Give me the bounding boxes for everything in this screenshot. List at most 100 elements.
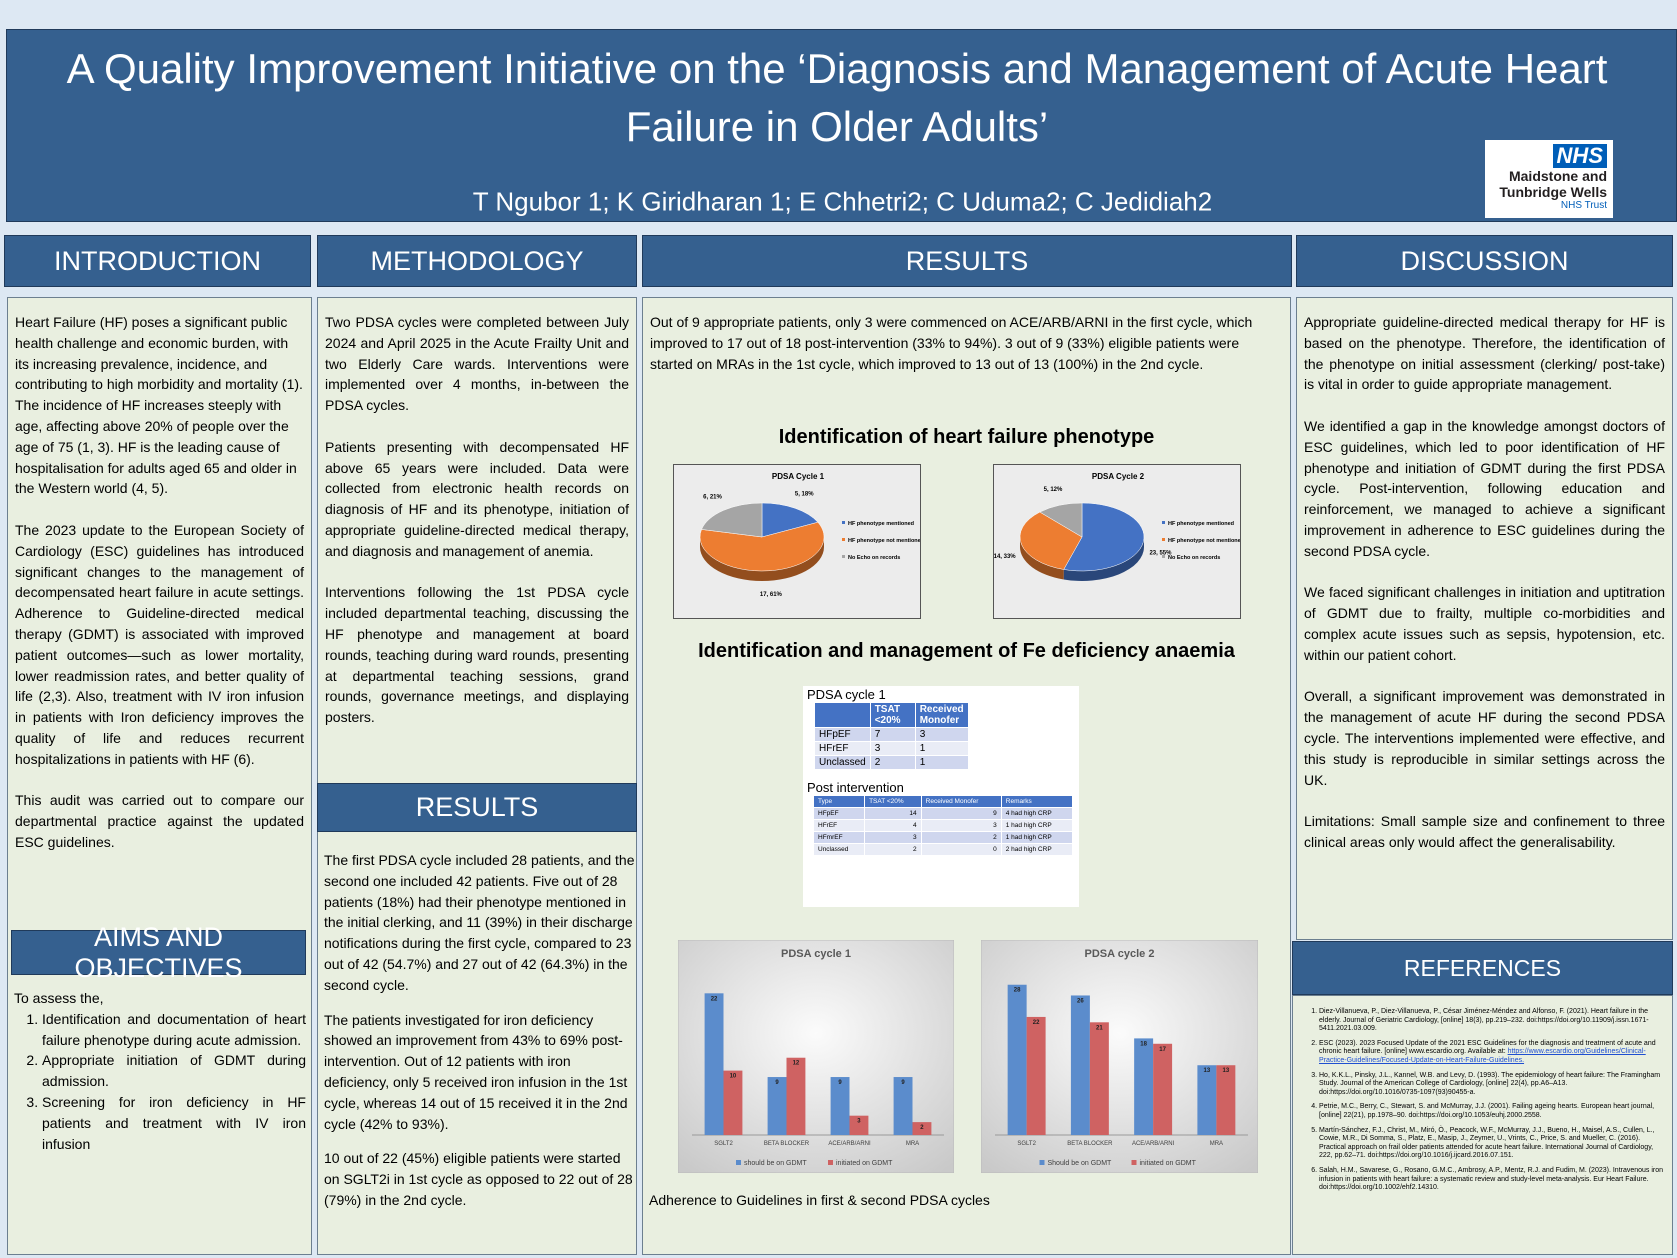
- header-cell: [814, 702, 871, 728]
- logo-line: Maidstone and: [1508, 168, 1607, 184]
- aims-list: Identification and documentation of hear…: [14, 1009, 306, 1155]
- data-label: 23, 55%: [1149, 550, 1172, 556]
- pie-side: [1063, 537, 1144, 581]
- pie-side: [1020, 537, 1064, 580]
- table-cell: 3: [914, 727, 969, 742]
- pie-slice: [701, 502, 763, 538]
- legend-label: HF phenotype not mentioned: [848, 538, 921, 544]
- bar: [1007, 984, 1027, 1135]
- data-label: 17, 61%: [760, 592, 783, 598]
- chart-title: Identification of heart failure phenotyp…: [778, 426, 1155, 448]
- data-label: 18: [1140, 1041, 1147, 1047]
- data-label: 12: [793, 1061, 800, 1067]
- data-label: 13: [1223, 1068, 1230, 1074]
- legend-swatch: [1162, 555, 1165, 558]
- legend-swatch: [1131, 1160, 1137, 1165]
- legend-swatch: [1162, 521, 1165, 524]
- table-cell: 2: [869, 755, 916, 770]
- bar: [893, 1077, 913, 1135]
- section-heading: DISCUSSION: [1296, 235, 1673, 287]
- table-cell: 9: [920, 807, 1002, 820]
- legend-swatch: [842, 521, 845, 524]
- data-label: 6, 21%: [703, 494, 722, 500]
- table-row: HFpEF 7 3: [814, 727, 969, 742]
- discussion-body: Appropriate guideline-directed medical t…: [1296, 297, 1673, 940]
- list-item: Screening for iron deficiency in HF pati…: [42, 1092, 306, 1154]
- table-cell: 1 had high CRP: [1000, 819, 1074, 832]
- table-cell: 0: [920, 843, 1002, 856]
- table-row: HFrEF 4 3 1 had high CRP: [812, 819, 1074, 832]
- paragraph: We faced significant challenges in initi…: [1304, 584, 1665, 663]
- references-list: Diez-Villanueva, P., Diez-Villanueva, P.…: [1299, 1008, 1666, 1193]
- bar: [1197, 1065, 1217, 1135]
- data-label: 14, 33%: [994, 554, 1017, 560]
- results-left-body: The first PDSA cycle included 28 patient…: [324, 836, 636, 1225]
- references-body: Diez-Villanueva, P., Diez-Villanueva, P.…: [1292, 995, 1673, 1255]
- data-label: 21: [1096, 1025, 1103, 1031]
- table-cell: 4 had high CRP: [1000, 807, 1074, 820]
- legend-swatch: [736, 1160, 741, 1165]
- data-label: 26: [1077, 998, 1084, 1004]
- section-heading: INTRODUCTION: [4, 235, 311, 287]
- legend-label: No Echo on records: [848, 555, 900, 561]
- table-row: Unclassed 2 0 2 had high CRP: [812, 843, 1074, 856]
- data-label: 10: [730, 1074, 737, 1080]
- pie-slice: [699, 521, 825, 572]
- bar: [1134, 1038, 1154, 1135]
- paragraph: The first PDSA cycle included 28 patient…: [324, 852, 635, 993]
- data-label: 5, 18%: [795, 491, 814, 497]
- pie-slice: [1019, 511, 1083, 570]
- bar: [786, 1057, 806, 1135]
- data-label: 3: [857, 1119, 861, 1125]
- logo-line: NHS Trust: [1560, 200, 1607, 211]
- paragraph: This audit was carried out to compare ou…: [15, 792, 304, 850]
- table-cell: 14: [864, 807, 922, 820]
- header-cell: Type: [812, 795, 866, 808]
- reference: Diez-Villanueva, P., Diez-Villanueva, P.…: [1319, 1008, 1666, 1034]
- x-tick-label: MRA: [906, 1141, 919, 1147]
- paragraphs: Appropriate guideline-directed medical t…: [1304, 312, 1665, 853]
- table-row: HFmrEF 3 2 1 had high CRP: [812, 831, 1074, 844]
- table-cell: 1: [914, 741, 969, 756]
- x-tick-label: SGLT2: [1017, 1141, 1036, 1147]
- table-cell: 7: [869, 727, 916, 742]
- logo-line: Tunbridge Wells: [1499, 184, 1607, 200]
- table-row: Unclassed 2 1: [814, 755, 969, 770]
- table-cell: HFrEF: [814, 741, 871, 756]
- aims-intro: To assess the,: [14, 990, 104, 1006]
- bar: [767, 1077, 787, 1135]
- authors: T Ngubor 1; K Giridharan 1; E Chhetri2; …: [472, 186, 1213, 217]
- table-cell: HFpEF: [812, 807, 866, 820]
- paragraph: Patients presenting with decompensated H…: [325, 438, 629, 559]
- paragraph: Two PDSA cycles were completed between J…: [325, 314, 629, 414]
- bar: [830, 1077, 850, 1135]
- table-cell: 2 had high CRP: [1000, 843, 1074, 856]
- legend-swatch: [842, 555, 845, 558]
- table-cell: 3: [920, 819, 1002, 832]
- results-intro: Out of 9 appropriate patients, only 3 we…: [650, 314, 1253, 372]
- reference: Petrie, M.C., Berry, C., Stewart, S. and…: [1319, 1103, 1666, 1120]
- legend-label: HF phenotype not mentioned: [1168, 538, 1241, 544]
- table-cell: Unclassed: [814, 755, 871, 770]
- pie-slice: [1039, 502, 1083, 538]
- legend-swatch: [828, 1160, 833, 1165]
- legend-swatch: [1162, 538, 1165, 541]
- section-heading: AIMS AND OBJECTIVES: [11, 922, 306, 983]
- pie-slice: [761, 502, 819, 538]
- methodology-body: Two PDSA cycles were completed between J…: [317, 297, 637, 1255]
- reference-link[interactable]: https://www.escardio.org/Guidelines/Clin…: [1319, 1048, 1646, 1064]
- reference: Salah, H.M., Savarese, G., Rosano, G.M.C…: [1319, 1167, 1666, 1193]
- legend-label: initiated on GDMT: [1140, 1160, 1197, 1167]
- iron-tables: PDSA cycle 1 TSAT <20% Received Monofer HF…: [803, 686, 1079, 907]
- introduction-body: Heart Failure (HF) poses a significant p…: [7, 297, 312, 1255]
- reference: Ho, K.K.L., Pinsky, J.L., Kannel, W.B. a…: [1319, 1072, 1666, 1098]
- pie-side: [700, 537, 824, 581]
- legend-label: HF phenotype mentioned: [1168, 521, 1234, 527]
- title: A Quality Improvement Initiative on the …: [66, 45, 1608, 150]
- reference: Martín-Sánchez, F.J., Christ, M., Miró, …: [1319, 1127, 1666, 1161]
- section-heading: REFERENCES: [1292, 941, 1673, 995]
- bar: [849, 1115, 869, 1135]
- chart-title: Identification and management of Fe defi…: [698, 640, 1235, 662]
- pie-chart: PDSA Cycle 2 23, 55% 14, 33% 5, 12% HF pheno…: [993, 464, 1241, 619]
